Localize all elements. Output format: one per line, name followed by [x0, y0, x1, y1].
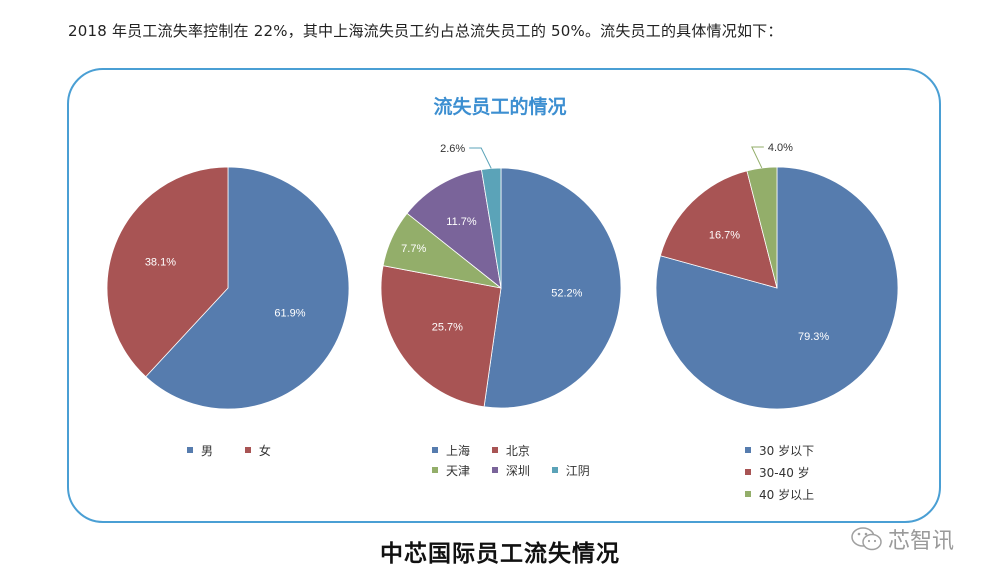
pie-region: 52.2% 25.7% 7.7% 11.7% 2.6%	[380, 143, 622, 409]
legend-swatch	[745, 447, 751, 453]
legend-swatch	[187, 447, 193, 453]
chart-frame	[67, 68, 941, 523]
legend-swatch	[745, 469, 751, 475]
legend-swatch	[491, 447, 498, 453]
legend-swatch	[432, 447, 438, 453]
watermark: 芯智讯	[850, 523, 954, 555]
legend-item-female: 女	[244, 440, 271, 460]
pie-age: 79.3% 16.7% 4.0%	[655, 142, 899, 410]
legend-item-male: 男	[187, 440, 213, 460]
legend-item-over-40: 40 岁以上	[745, 484, 814, 504]
legend-swatch	[551, 467, 558, 473]
legend-item-shanghai: 上海	[432, 440, 470, 460]
legend-label: 男	[201, 443, 214, 458]
legend-label: 上海	[446, 443, 471, 458]
legend-item-beijing: 北京	[491, 440, 530, 460]
slice-label: 4.0%	[768, 142, 793, 154]
pie-slice	[380, 265, 502, 408]
legend-age: 30 岁以下 30-40 岁 40 岁以上	[745, 440, 832, 504]
legend-label: 北京	[505, 443, 530, 458]
legend-item-under-30: 30 岁以下	[745, 440, 814, 460]
legend-item-shenzhen: 深圳	[491, 460, 530, 480]
slice-label: 79.3%	[798, 331, 829, 343]
pie-slice	[483, 167, 622, 409]
legend-label: 30-40 岁	[759, 465, 810, 480]
slice-label: 52.2%	[551, 288, 582, 300]
slice-label: 7.7%	[401, 243, 426, 255]
legend-region: 上海 北京 天津 深圳 江阴	[432, 440, 608, 480]
wechat-icon	[851, 527, 882, 551]
legend-swatch	[432, 467, 438, 473]
pie-gender: 61.9% 38.1%	[106, 166, 350, 410]
chart-title: 流失员工的情况	[433, 96, 567, 118]
legend-label: 30 岁以下	[759, 443, 815, 458]
intro-text: 2018 年员工流失率控制在 22%，其中上海流失员工约占总流失员工的 50%。…	[68, 22, 783, 40]
slice-label: 25.7%	[432, 321, 463, 333]
legend-gender: 男 女	[187, 440, 289, 460]
pie-slice	[406, 169, 502, 289]
slice-label: 61.9%	[274, 307, 305, 319]
legend-label: 深圳	[505, 463, 530, 478]
legend-item-jiangyin: 江阴	[551, 460, 590, 480]
pie-slice	[659, 170, 778, 289]
figure-caption: 中芯国际员工流失情况	[380, 540, 620, 567]
pie-slice	[481, 167, 502, 289]
slice-label: 11.7%	[446, 216, 477, 228]
legend-item-30-40: 30-40 岁	[745, 462, 810, 482]
legend-swatch	[745, 491, 751, 497]
slice-label: 16.7%	[709, 229, 740, 241]
legend-label: 江阴	[565, 463, 590, 478]
leader-line	[751, 146, 764, 169]
slice-label: 38.1%	[145, 256, 176, 268]
legend-swatch	[491, 467, 498, 473]
legend-label: 40 岁以上	[759, 487, 815, 502]
legend-item-tianjin: 天津	[432, 460, 470, 480]
pie-slice	[145, 166, 350, 410]
leader-line	[469, 147, 492, 169]
pie-slice	[106, 166, 229, 378]
watermark-text: 芯智讯	[888, 529, 955, 554]
legend-label: 女	[258, 443, 271, 458]
legend-swatch	[244, 447, 251, 453]
legend-label: 天津	[446, 463, 471, 478]
slice-label: 2.6%	[440, 143, 465, 155]
